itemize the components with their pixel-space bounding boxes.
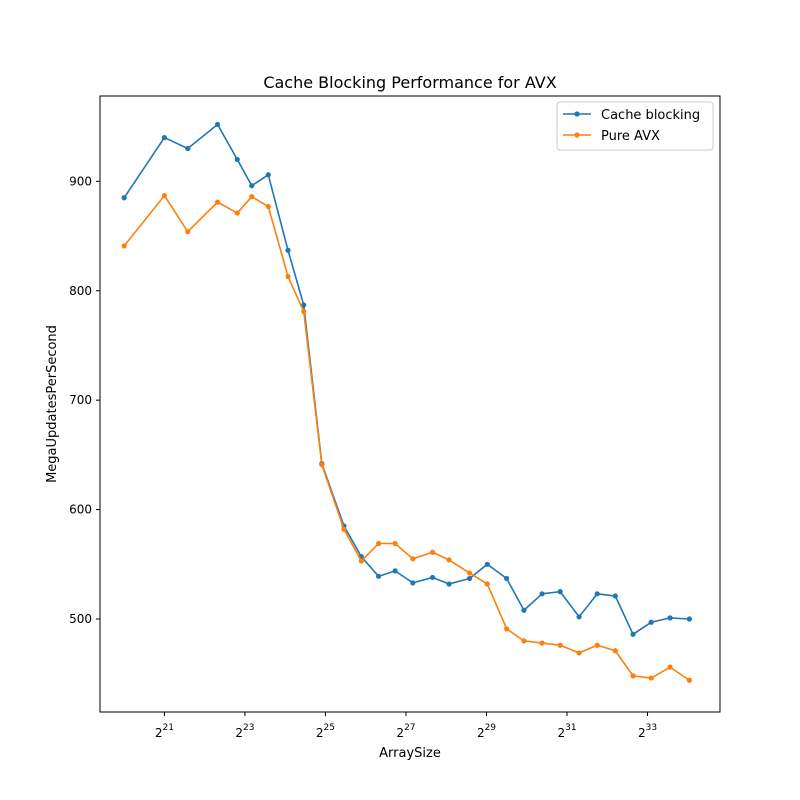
data-point — [249, 183, 255, 189]
data-point — [265, 203, 271, 210]
x-tick-label: 229 — [477, 723, 496, 740]
y-tick-label: 800 — [69, 284, 92, 298]
data-point — [446, 581, 452, 587]
x-tick-label-exponent: 23 — [243, 723, 254, 733]
data-point — [576, 650, 582, 656]
x-tick-label-exponent: 29 — [485, 723, 497, 733]
x-tick-label-base: 2 — [396, 726, 404, 740]
data-point — [521, 638, 527, 644]
x-tick-label: 233 — [638, 723, 657, 740]
x-axis-label: ArraySize — [379, 746, 441, 761]
data-point — [667, 615, 673, 621]
data-point — [484, 561, 490, 567]
data-point — [376, 573, 382, 579]
data-point — [214, 121, 221, 128]
data-point — [214, 199, 221, 205]
x-tick-label-exponent: 27 — [404, 723, 415, 733]
data-point — [249, 194, 255, 200]
data-point — [185, 145, 191, 152]
data-point — [557, 642, 563, 648]
data-point — [161, 192, 168, 199]
data-point — [648, 619, 654, 625]
data-point — [285, 273, 291, 280]
data-point — [648, 675, 654, 681]
data-point — [185, 229, 191, 235]
data-point — [466, 570, 473, 576]
data-point — [686, 616, 693, 622]
data-point — [429, 549, 436, 555]
x-tick-label-exponent: 31 — [565, 723, 576, 733]
data-point — [301, 308, 307, 315]
plot-area-frame — [99, 95, 721, 713]
series-layer — [121, 121, 693, 683]
data-point — [612, 648, 618, 654]
legend-swatch-marker — [574, 111, 580, 117]
data-point — [686, 677, 693, 683]
y-axis-label: MegaUpdatesPerSecond — [45, 325, 60, 483]
data-point — [504, 626, 510, 632]
y-tick-label: 500 — [69, 612, 92, 626]
data-point — [630, 673, 636, 679]
data-point — [392, 568, 398, 574]
x-tick-label: 225 — [316, 723, 335, 740]
data-point — [161, 134, 168, 141]
y-axis: 500 600 700 800 900 — [69, 174, 100, 626]
legend-label: Cache blocking — [601, 108, 700, 123]
data-point — [576, 614, 582, 620]
x-tick-label: 231 — [557, 723, 576, 740]
data-point — [410, 556, 416, 562]
x-tick-label-exponent: 25 — [324, 723, 335, 733]
data-point — [285, 247, 291, 253]
data-point — [410, 580, 416, 586]
data-point — [484, 581, 490, 587]
data-point — [392, 540, 398, 547]
x-tick-label-base: 2 — [638, 726, 646, 740]
legend-swatch-marker — [574, 132, 580, 138]
data-point — [121, 243, 127, 249]
data-point — [594, 591, 600, 597]
data-point — [376, 540, 382, 547]
x-tick-label: 221 — [155, 723, 174, 740]
data-point — [504, 575, 510, 582]
data-point — [557, 589, 563, 595]
data-point — [539, 640, 545, 646]
legend: Cache blocking Pure AVX — [556, 101, 714, 151]
data-point — [121, 195, 127, 201]
data-point — [265, 172, 271, 178]
data-point — [521, 607, 527, 613]
data-point — [630, 631, 636, 637]
data-point — [466, 575, 473, 582]
x-tick-label-exponent: 21 — [163, 723, 174, 733]
x-tick-label-base: 2 — [557, 726, 565, 740]
data-point — [234, 210, 240, 216]
data-point — [539, 591, 545, 597]
data-point — [341, 526, 347, 532]
x-axis: 221 223 225 227 229 231 233 — [155, 712, 657, 740]
series-line-1 — [123, 194, 690, 681]
legend-label: Pure AVX — [601, 129, 660, 144]
x-tick-label: 227 — [396, 723, 415, 740]
y-tick-label: 700 — [69, 393, 92, 407]
x-tick-label: 223 — [235, 723, 254, 740]
y-tick-label: 900 — [69, 174, 92, 188]
data-point — [319, 462, 325, 468]
series-line-0 — [123, 123, 690, 636]
x-tick-label-base: 2 — [477, 726, 485, 740]
data-point — [358, 558, 364, 564]
x-tick-label-base: 2 — [316, 726, 324, 740]
data-point — [667, 664, 673, 670]
data-point — [612, 593, 618, 599]
data-point — [446, 557, 452, 563]
data-point — [301, 302, 307, 308]
data-point — [429, 574, 436, 581]
x-tick-label-base: 2 — [155, 726, 163, 740]
data-point — [594, 642, 600, 648]
y-tick-label: 600 — [69, 503, 92, 517]
legend-box — [556, 101, 714, 151]
data-point — [234, 156, 240, 163]
x-tick-label-base: 2 — [235, 726, 243, 740]
chart-title: Cache Blocking Performance for AVX — [263, 73, 556, 92]
x-tick-label-exponent: 33 — [646, 723, 657, 733]
